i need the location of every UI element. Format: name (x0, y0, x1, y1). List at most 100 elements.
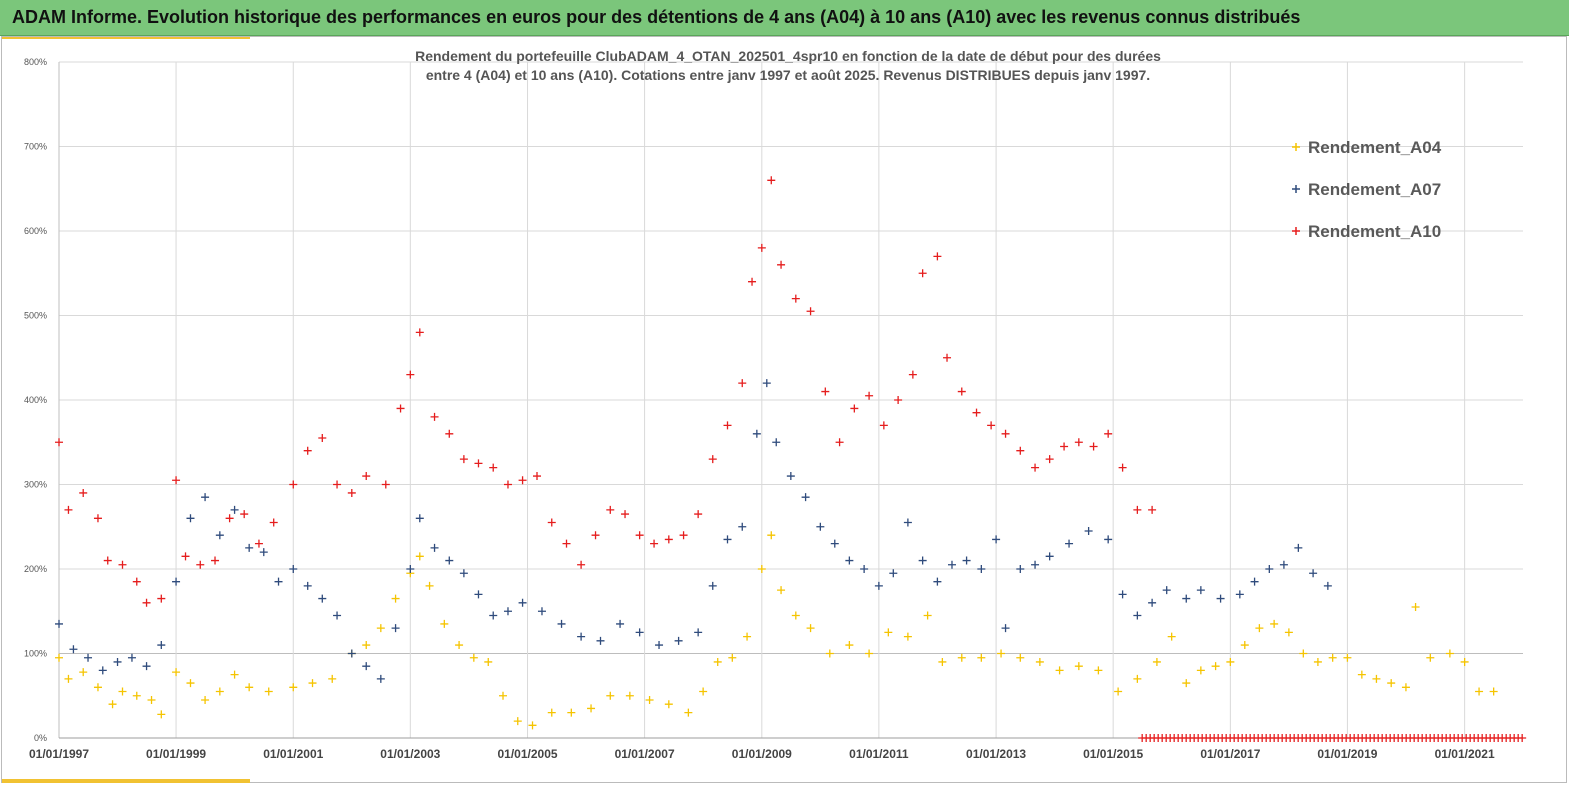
marker-rendement-a10 (865, 391, 874, 400)
marker-rendement-a07 (157, 641, 166, 650)
marker-rendement-a10 (1031, 463, 1040, 472)
y-tick-label: 100% (24, 649, 47, 659)
marker-rendement-a07 (655, 641, 664, 650)
marker-rendement-a07 (1265, 565, 1274, 573)
marker-rendement-a04 (625, 691, 634, 700)
marker-rendement-a10 (254, 539, 263, 548)
marker-rendement-a04 (767, 531, 776, 540)
legend-label: Rendement_A10 (1308, 222, 1441, 241)
marker-rendement-a07 (918, 556, 927, 565)
marker-rendement-a04 (938, 657, 947, 666)
marker-rendement-a04 (455, 641, 464, 650)
marker-rendement-a10 (577, 560, 586, 569)
marker-rendement-a04 (1401, 683, 1410, 692)
marker-zero-band (1518, 734, 1527, 742)
marker-rendement-a04 (132, 691, 141, 700)
marker-rendement-a04 (440, 619, 449, 628)
marker-rendement-a07 (889, 569, 898, 578)
chart-legend: Rendement_A04 Rendement_A07 Rendement_A10 (1292, 138, 1442, 241)
marker-rendement-a04 (1226, 657, 1235, 666)
marker-rendement-a07 (333, 611, 342, 620)
marker-rendement-a07 (459, 569, 468, 578)
marker-rendement-a07 (903, 518, 912, 527)
marker-rendement-a10 (503, 480, 512, 489)
marker-rendement-a04 (1114, 687, 1123, 696)
marker-rendement-a10 (1001, 429, 1010, 438)
marker-rendement-a04 (55, 653, 63, 662)
marker-rendement-a07 (1196, 586, 1205, 595)
marker-rendement-a07 (1001, 624, 1010, 633)
marker-rendement-a04 (157, 710, 166, 719)
marker-rendement-a04 (484, 657, 493, 666)
marker-rendement-a07 (947, 560, 956, 569)
marker-rendement-a07 (127, 653, 136, 662)
x-tick-label: 01/01/1999 (146, 747, 206, 761)
marker-rendement-a04 (957, 653, 966, 662)
marker-rendement-a04 (1211, 662, 1220, 671)
marker-rendement-a07 (1118, 590, 1127, 599)
marker-rendement-a07 (69, 645, 78, 654)
marker-rendement-a07 (577, 632, 586, 641)
marker-rendement-a07 (391, 624, 400, 633)
marker-rendement-a10 (679, 531, 688, 540)
marker-rendement-a10 (821, 387, 830, 396)
marker-rendement-a04 (587, 704, 596, 713)
marker-rendement-a07 (860, 565, 869, 573)
marker-rendement-a04 (845, 641, 854, 650)
marker-rendement-a07 (84, 653, 93, 662)
marker-rendement-a04 (264, 687, 273, 696)
marker-rendement-a04 (118, 687, 127, 696)
marker-rendement-a04 (147, 695, 156, 704)
marker-rendement-a07 (1235, 590, 1244, 599)
marker-rendement-a07 (1133, 611, 1142, 620)
marker-rendement-a10 (533, 472, 542, 481)
marker-rendement-a10 (289, 480, 298, 489)
marker-rendement-a10 (362, 472, 371, 481)
marker-rendement-a10 (172, 476, 181, 485)
marker-rendement-a07 (503, 607, 512, 616)
marker-rendement-a10 (240, 510, 249, 519)
marker-rendement-a10 (767, 176, 776, 185)
marker-rendement-a07 (874, 581, 883, 590)
x-tick-label: 01/01/2009 (732, 747, 792, 761)
x-tick-label: 01/01/2001 (263, 747, 323, 761)
marker-rendement-a07 (977, 565, 986, 573)
marker-rendement-a07 (1216, 594, 1225, 603)
marker-rendement-a07 (1323, 581, 1332, 590)
marker-rendement-a10 (806, 307, 815, 316)
y-tick-label: 300% (24, 480, 47, 490)
x-tick-label: 01/01/2015 (1083, 747, 1143, 761)
marker-rendement-a07 (172, 577, 181, 586)
marker-rendement-a07 (518, 598, 527, 607)
marker-rendement-a04 (1035, 657, 1044, 666)
x-tick-label: 01/01/2017 (1200, 747, 1260, 761)
marker-rendement-a07 (186, 514, 195, 523)
marker-rendement-a10 (269, 518, 278, 527)
y-tick-label: 700% (24, 142, 47, 152)
legend-label: Rendement_A07 (1308, 180, 1441, 199)
marker-rendement-a10 (757, 243, 766, 252)
marker-rendement-a07 (816, 522, 825, 531)
marker-rendement-a07 (801, 493, 810, 502)
chart-title-line-2: entre 4 (A04) et 10 ans (A10). Cotations… (426, 67, 1150, 83)
marker-rendement-a07 (786, 472, 795, 481)
marker-rendement-a07 (708, 581, 717, 590)
marker-rendement-a10 (132, 577, 141, 586)
marker-rendement-a07 (537, 607, 546, 616)
marker-rendement-a10 (1074, 438, 1083, 447)
marker-rendement-a10 (196, 560, 205, 569)
marker-rendement-a10 (1045, 455, 1054, 464)
marker-rendement-a07 (113, 657, 122, 666)
marker-rendement-a04 (328, 674, 337, 683)
marker-rendement-a07 (1309, 569, 1318, 578)
marker-rendement-a04 (1270, 619, 1279, 628)
marker-rendement-a07 (694, 628, 703, 637)
marker-rendement-a04 (1284, 628, 1293, 637)
marker-rendement-a04 (1313, 657, 1322, 666)
marker-rendement-a07 (1104, 535, 1113, 544)
marker-rendement-a10 (459, 455, 468, 464)
legend-marker (1292, 227, 1300, 235)
marker-rendement-a04 (289, 683, 298, 692)
header-banner: ADAM Informe. Evolution historique des p… (0, 0, 1569, 36)
